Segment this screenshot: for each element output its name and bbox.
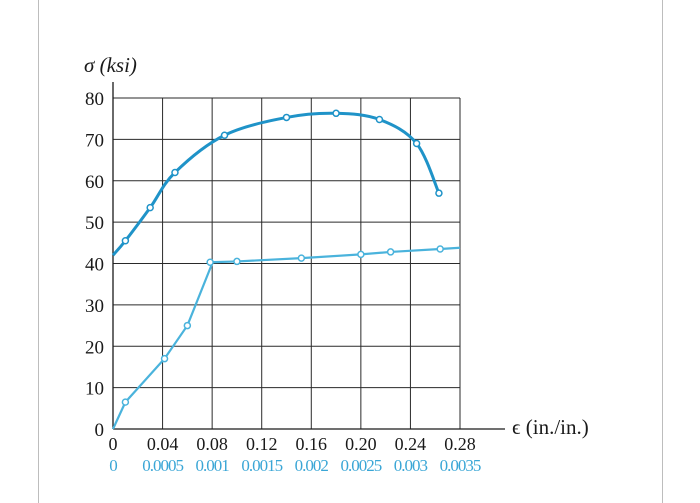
series-2-point [436,245,444,253]
y-tick-label: 80 [85,89,104,110]
x-tick-label: 0.12 [246,434,278,454]
series-1-point [146,203,154,212]
series-2-point [297,254,306,262]
series-2-point [386,248,395,256]
x-tick-label: 0.28 [444,434,476,454]
series-2-point [183,321,192,330]
y-tick-label: 60 [85,172,104,193]
y-tick-label: 30 [85,296,104,317]
axes [112,82,505,430]
y-tick-label: 50 [85,213,104,234]
series-1-point [282,113,291,122]
series [111,109,461,430]
x-tick-label: 0 [109,434,118,454]
series-2-point [206,258,214,267]
x-tick-label: 0.20 [345,434,377,454]
series-2-line [112,246,461,430]
y-tick-label: 70 [85,130,104,151]
x2-tick-label: 0.003 [394,456,428,475]
series-1-point [332,109,340,118]
series-1-point [435,189,443,197]
series-1-point [171,168,179,177]
x2-tick-label: 0.0015 [241,456,282,475]
series-2-point [121,398,130,406]
x2-tick-label: 0 [109,456,117,475]
series-1-point [220,131,229,139]
grid [113,97,461,429]
x-tick-label: 0.16 [296,434,328,454]
x2-tick-label: 0.0005 [142,456,183,475]
x-tick-label: 0.24 [395,434,427,454]
y-axis-label: σ (ksi) [84,53,137,77]
x2-tick-label: 0.002 [295,456,329,475]
series-1-point [375,115,384,124]
series-2-point [160,354,169,363]
series-1-line [111,111,441,257]
x-tick-label: 0.04 [147,434,179,454]
y-tick-label: 20 [85,337,104,358]
series-1-point [412,139,421,148]
x-axis-label: ϵ (in./in.) [512,415,589,439]
y-tick-label: 40 [85,255,104,276]
series-2-point [357,250,365,259]
x2-tick-label: 0.0025 [340,456,381,475]
frame-left-border [38,0,39,503]
series-2-point [233,257,241,266]
x2-tick-label: 0.001 [196,456,230,475]
frame-right-border [662,0,663,503]
x-tick-label: 0.08 [196,434,228,454]
y-tick-label: 0 [95,420,105,441]
x2-tick-label: 0.0035 [440,456,481,475]
y-tick-label: 10 [85,379,104,400]
series-1-point [121,236,130,245]
labels: σ (ksi) ϵ (in./in.) 0 10 20 30 40 50 60 70 80 0 0.… [84,53,589,475]
